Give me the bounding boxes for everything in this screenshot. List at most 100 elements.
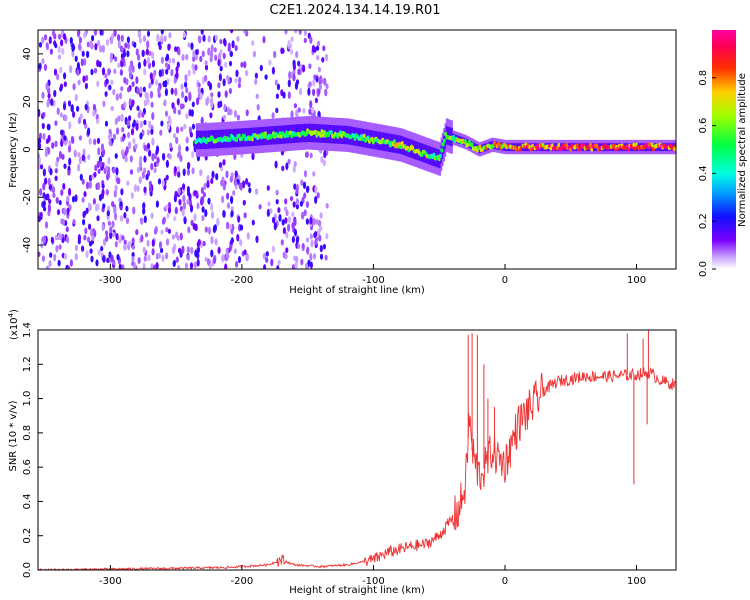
noise-blob (302, 107, 306, 114)
noise-blob (252, 50, 256, 58)
noise-blob (267, 201, 271, 207)
noise-blob (58, 150, 63, 159)
noise-blob (312, 171, 316, 177)
noise-blob (281, 219, 285, 226)
noise-blob (132, 206, 136, 215)
noise-blob (308, 108, 312, 116)
y-tick-label: 0.6 (22, 459, 33, 475)
noise-blob (310, 239, 314, 248)
noise-blob (142, 86, 146, 93)
noise-blob (105, 39, 110, 46)
noise-blob (171, 57, 176, 64)
noise-blob (186, 254, 190, 261)
noise-blob (245, 69, 249, 77)
noise-blob (45, 42, 49, 49)
noise-blob (120, 61, 124, 68)
noise-blob (194, 249, 198, 258)
noise-blob (142, 246, 146, 254)
noise-blob (226, 202, 231, 209)
noise-blob (81, 154, 85, 162)
noise-blob (47, 203, 52, 212)
noise-blob (160, 34, 164, 43)
noise-blob (204, 209, 208, 218)
noise-blob (72, 219, 76, 225)
noise-blob (120, 53, 124, 60)
noise-blob (62, 103, 67, 111)
noise-blob (49, 252, 53, 258)
noise-blob (262, 252, 267, 260)
noise-blob (63, 207, 67, 216)
noise-blob (88, 223, 92, 230)
noise-blob (72, 83, 76, 91)
noise-blob (93, 30, 98, 36)
noise-blob (120, 46, 124, 52)
noise-blob (165, 53, 170, 61)
noise-blob (114, 56, 118, 62)
noise-blob (325, 83, 329, 90)
noise-blob (86, 181, 90, 190)
noise-blob (110, 254, 114, 262)
noise-blob (118, 263, 122, 269)
noise-blob (114, 153, 118, 159)
noise-blob (290, 110, 294, 119)
noise-blob (299, 64, 303, 70)
noise-blob (38, 251, 41, 257)
noise-blob (105, 230, 109, 236)
noise-blob (179, 103, 183, 110)
noise-blob (100, 245, 104, 252)
noise-blob (299, 87, 303, 96)
noise-blob (102, 255, 106, 263)
noise-blob (325, 202, 329, 209)
noise-blob (64, 114, 68, 122)
ridge-point (362, 133, 366, 139)
noise-blob (229, 176, 233, 183)
noise-blob (136, 166, 140, 174)
noise-blob (221, 195, 225, 204)
noise-blob (259, 64, 263, 72)
noise-blob (309, 252, 313, 261)
noise-blob (222, 52, 226, 60)
noise-blob (193, 213, 197, 222)
noise-blob (94, 42, 98, 51)
noise-blob (157, 252, 161, 259)
noise-blob (148, 120, 152, 129)
noise-blob (293, 228, 298, 237)
noise-blob (167, 201, 172, 209)
x-tick-label: -300 (99, 576, 122, 587)
noise-blob (192, 223, 196, 230)
ridge-point (366, 135, 370, 140)
noise-blob (153, 69, 157, 76)
noise-blob (317, 66, 321, 73)
noise-blob (42, 235, 47, 244)
noise-blob (263, 264, 267, 269)
noise-blob (143, 186, 147, 193)
noise-blob (186, 186, 190, 193)
noise-blob (222, 159, 226, 166)
noise-blob (197, 238, 201, 247)
colorbar-label: Normalized spectral amplitude (737, 73, 748, 227)
noise-blob (165, 174, 169, 181)
noise-blob (61, 218, 66, 226)
noise-blob (299, 200, 303, 207)
noise-blob (291, 235, 295, 244)
noise-blob (306, 185, 310, 192)
ridge-glow (364, 129, 366, 148)
noise-blob (52, 192, 56, 199)
y-tick-label: 0.4 (22, 493, 33, 509)
ridge-point (271, 131, 276, 136)
noise-blob (255, 93, 259, 99)
noise-blob (41, 58, 45, 65)
noise-blob (63, 253, 68, 260)
noise-blob (93, 67, 98, 74)
noise-blob (292, 165, 296, 173)
noise-blob (163, 99, 167, 107)
noise-blob (151, 112, 155, 121)
noise-blob (124, 155, 128, 163)
noise-blob (202, 191, 206, 198)
spectrogram-y-ticks: -40 -20 0 20 40 (22, 48, 43, 253)
noise-blob (80, 58, 84, 67)
noise-blob (175, 256, 179, 263)
noise-blob (155, 262, 159, 269)
ridge-glow (320, 124, 323, 143)
noise-blob (289, 195, 294, 202)
